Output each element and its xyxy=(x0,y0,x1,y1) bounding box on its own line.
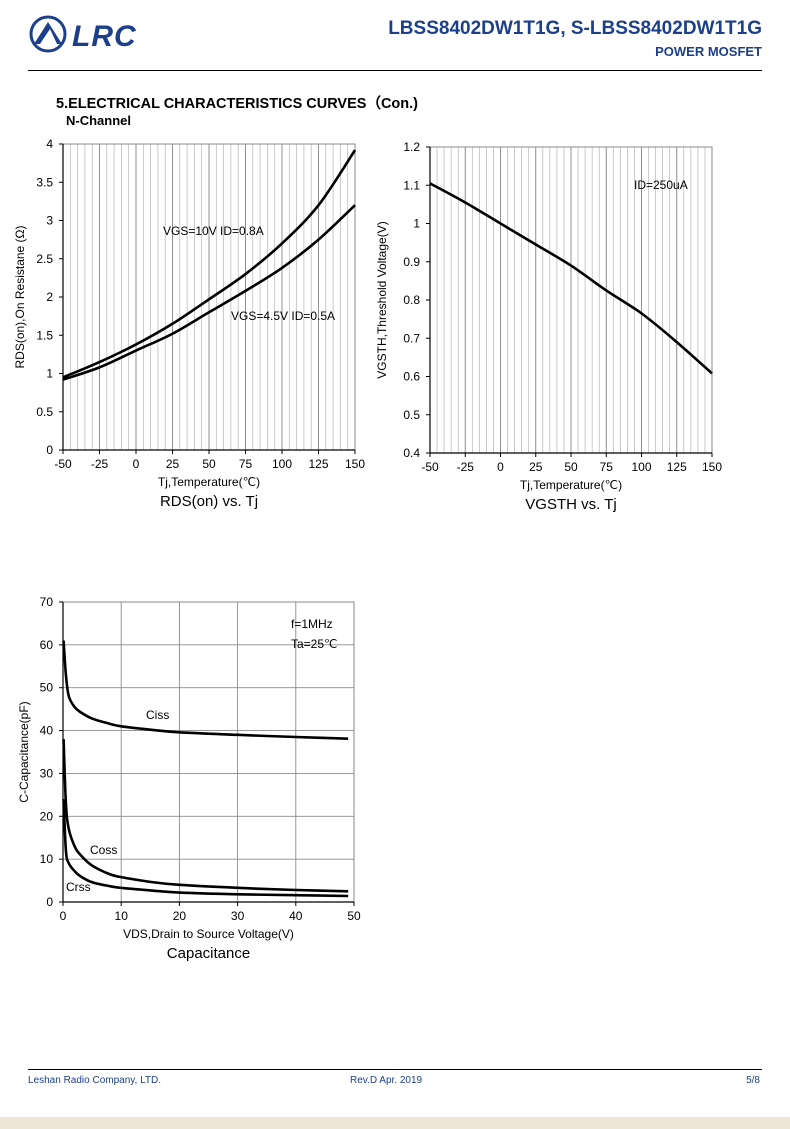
x-tick-label: 0 xyxy=(60,909,67,923)
annotation-vgs10: VGS=10V ID=0.8A xyxy=(163,224,264,238)
y-tick-label: 0.6 xyxy=(403,370,420,384)
y-tick-label: 3 xyxy=(46,214,53,228)
y-tick-label: 50 xyxy=(40,681,54,695)
x-axis-label: Tj,Temperature(℃) xyxy=(520,478,622,492)
y-tick-label: 1 xyxy=(46,367,53,381)
chart-title: VGSTH vs. Tj xyxy=(525,496,616,513)
x-tick-label: -50 xyxy=(54,457,72,471)
x-tick-label: 50 xyxy=(564,460,578,474)
series-line-crss xyxy=(62,799,349,898)
x-tick-label: 100 xyxy=(272,457,292,471)
x-tick-label: 125 xyxy=(308,457,328,471)
y-tick-label: 0.5 xyxy=(36,405,53,419)
y-tick-label: 0 xyxy=(46,895,53,909)
footer-company: Leshan Radio Company, LTD. xyxy=(28,1075,162,1086)
annotation-vgs45: VGS=4.5V ID=0.5A xyxy=(231,309,335,323)
series-line-ciss xyxy=(62,640,349,741)
x-tick-label: 150 xyxy=(345,457,365,471)
y-tick-label: 10 xyxy=(40,852,54,866)
x-tick-label: 75 xyxy=(600,460,614,474)
x-tick-label: 75 xyxy=(239,457,253,471)
footer-divider xyxy=(28,1069,762,1070)
annotation-temperature: Ta=25℃ xyxy=(291,637,338,651)
y-axis-label: C-Capacitance(pF) xyxy=(17,701,31,802)
annotation-frequency: f=1MHz xyxy=(291,617,333,631)
y-tick-label: 2 xyxy=(46,290,53,304)
x-tick-label: 10 xyxy=(115,909,129,923)
x-tick-label: 30 xyxy=(231,909,245,923)
annotation-id: ID=250uA xyxy=(634,178,688,192)
y-tick-label: 1.5 xyxy=(36,328,53,342)
series-line-coss xyxy=(62,739,349,893)
y-tick-label: 30 xyxy=(40,766,54,780)
y-tick-label: 20 xyxy=(40,809,54,823)
x-tick-label: 25 xyxy=(166,457,180,471)
y-axis-label: VGSTH,Threshold Voltage(V) xyxy=(375,221,389,378)
x-tick-label: -50 xyxy=(421,460,439,474)
x-tick-label: 125 xyxy=(667,460,687,474)
lrc-logo-icon xyxy=(29,15,67,53)
channel-label: N-Channel xyxy=(66,113,131,128)
x-axis-label: Tj,Temperature(℃) xyxy=(158,475,260,489)
y-tick-label: 0.4 xyxy=(403,446,420,460)
x-tick-label: 40 xyxy=(289,909,303,923)
footer-revision: Rev.D Apr. 2019 xyxy=(350,1075,423,1086)
y-tick-label: 1.2 xyxy=(403,140,420,154)
y-tick-label: 0.5 xyxy=(403,408,420,422)
y-tick-label: 1.1 xyxy=(403,178,420,192)
series-label-crss: Crss xyxy=(66,880,91,894)
y-tick-label: 4 xyxy=(46,137,53,151)
x-tick-label: 150 xyxy=(702,460,722,474)
x-tick-label: 50 xyxy=(202,457,216,471)
x-tick-label: 0 xyxy=(133,457,140,471)
series-label-coss: Coss xyxy=(90,843,117,857)
bottom-band xyxy=(0,1117,790,1129)
device-type-subtitle: POWER MOSFET xyxy=(655,44,762,59)
rds-on-vs-tj-chart: -50 -25 0 25 50 75 100 125 150 0 0.5 1 1.5 2 2.5 3 3.5 4… xyxy=(13,137,365,510)
logo-text: LRC xyxy=(72,20,137,53)
vgsth-vs-tj-chart: -50 -25 0 25 50 75 100 125 150 0.4 0.5 0.6 0.7 0.8 0.… xyxy=(375,140,722,513)
x-tick-label: 25 xyxy=(529,460,543,474)
y-axis-label: RDS(on),On Resistane (Ω) xyxy=(13,225,27,368)
chart-title: RDS(on) vs. Tj xyxy=(160,493,258,510)
y-tick-label: 0.7 xyxy=(403,331,420,345)
x-tick-label: 0 xyxy=(497,460,504,474)
y-tick-label: 1 xyxy=(413,217,420,231)
y-tick-label: 0.9 xyxy=(403,255,420,269)
series-line-vgsth xyxy=(429,182,713,375)
x-axis-label: VDS,Drain to Source Voltage(V) xyxy=(123,927,294,941)
page-header: LRC LBSS8402DW1T1G, S-LBSS8402DW1T1G POW… xyxy=(0,0,790,72)
y-tick-label: 0 xyxy=(46,443,53,457)
y-tick-label: 60 xyxy=(40,638,54,652)
part-number-title: LBSS8402DW1T1G, S-LBSS8402DW1T1G xyxy=(388,18,762,39)
x-tick-label: 50 xyxy=(347,909,361,923)
capacitance-chart: 0 10 20 30 40 50 0 10 20 30 40 50 60 70 VDS,Drain to… xyxy=(17,595,361,962)
series-line-vgs-4-5v-id-0-5a xyxy=(62,204,356,381)
header-divider xyxy=(28,70,762,71)
x-tick-label: 100 xyxy=(631,460,651,474)
y-tick-label: 70 xyxy=(40,595,54,609)
y-tick-label: 2.5 xyxy=(36,252,53,266)
section-title: 5.ELECTRICAL CHARACTERISTICS CURVES（Con.… xyxy=(56,96,418,112)
footer-page-number: 5/8 xyxy=(746,1075,760,1086)
y-tick-label: 0.8 xyxy=(403,293,420,307)
x-tick-label: -25 xyxy=(91,457,109,471)
series-label-ciss: Ciss xyxy=(146,708,169,722)
x-tick-label: 20 xyxy=(173,909,187,923)
x-tick-label: -25 xyxy=(457,460,475,474)
chart-title: Capacitance xyxy=(167,945,250,962)
series-line-vgs-10v-id-0-8a xyxy=(62,149,357,379)
y-tick-label: 40 xyxy=(40,724,54,738)
y-tick-label: 3.5 xyxy=(36,175,53,189)
